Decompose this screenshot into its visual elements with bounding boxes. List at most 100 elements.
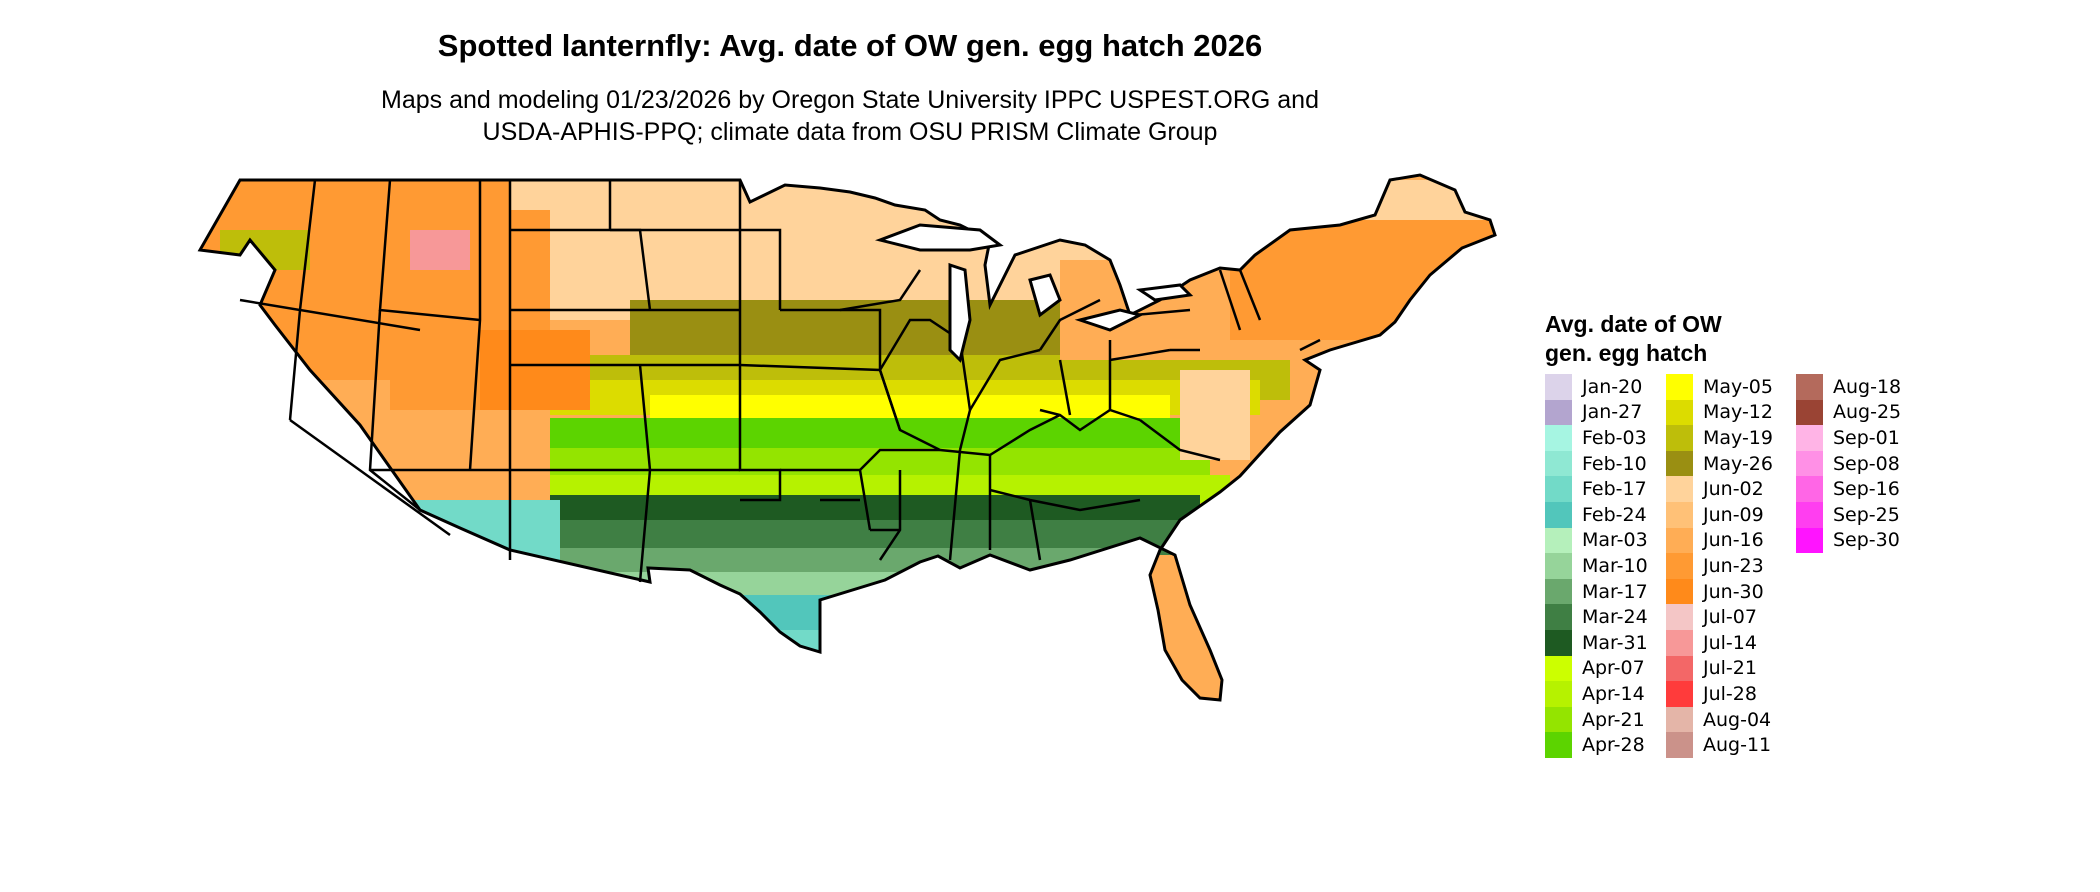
legend-label: Apr-28 (1582, 734, 1645, 757)
legend-item: Jun-16 (1666, 527, 1773, 554)
legend-label: Jan-27 (1582, 401, 1643, 424)
legend-item: Jun-02 (1666, 476, 1773, 502)
legend-item: Aug-11 (1666, 732, 1773, 758)
legend-swatch (1545, 425, 1572, 451)
legend-swatch (1545, 578, 1572, 605)
legend-item: Sep-01 (1796, 425, 1901, 451)
legend-swatch (1545, 399, 1572, 426)
legend-swatch (1796, 425, 1823, 451)
legend-swatch (1666, 706, 1693, 733)
legend-label: Sep-08 (1833, 452, 1900, 475)
legend-item: Feb-10 (1545, 450, 1648, 477)
legend-item: Jul-07 (1666, 604, 1773, 630)
legend-swatch (1666, 681, 1693, 707)
great-lakes (874, 223, 1194, 363)
legend-label: Mar-24 (1582, 606, 1648, 629)
legend-label: Jun-09 (1703, 503, 1764, 526)
legend-item: May-05 (1666, 374, 1773, 400)
legend-title-line-1: Avg. date of OW (1545, 311, 1722, 337)
legend-item: Aug-18 (1796, 374, 1901, 400)
legend-item: Mar-03 (1545, 527, 1648, 554)
state-borders (239, 179, 1321, 583)
legend-label: Feb-10 (1582, 452, 1647, 475)
legend-label: Apr-07 (1582, 657, 1645, 680)
legend-label: Feb-17 (1582, 478, 1647, 501)
legend-label: Mar-31 (1582, 631, 1648, 654)
legend-label: Jan-20 (1582, 375, 1643, 398)
legend-swatch (1545, 450, 1572, 477)
legend-swatch (1666, 501, 1693, 528)
legend-item: Sep-08 (1796, 450, 1901, 477)
legend-swatch (1666, 578, 1693, 605)
legend-item: Jan-20 (1545, 374, 1648, 400)
legend-item: Jul-28 (1666, 681, 1773, 707)
legend-label: Jun-30 (1703, 580, 1764, 603)
legend-item: Feb-03 (1545, 425, 1648, 451)
legend-item: Jul-14 (1666, 629, 1773, 656)
legend-item: Sep-25 (1796, 501, 1901, 528)
legend-label: Apr-21 (1582, 708, 1645, 731)
legend-label: Aug-18 (1833, 375, 1902, 398)
legend-swatch (1545, 527, 1572, 554)
legend-item: Mar-24 (1545, 604, 1648, 630)
legend-swatch (1666, 553, 1693, 579)
legend-item: Apr-28 (1545, 732, 1648, 758)
legend-label: Apr-14 (1582, 682, 1645, 705)
legend-label: Sep-16 (1833, 478, 1900, 501)
legend-item: Aug-25 (1796, 399, 1902, 426)
legend-label: Sep-25 (1833, 503, 1900, 526)
legend-label: Mar-10 (1582, 554, 1648, 577)
legend-label: Feb-03 (1582, 426, 1647, 449)
legend-label: Jul-14 (1703, 631, 1757, 654)
legend-swatch (1545, 604, 1572, 630)
legend-label: Jun-02 (1703, 478, 1764, 501)
legend-item: Jan-27 (1545, 399, 1648, 426)
legend-swatch (1545, 681, 1572, 707)
legend-label: May-05 (1703, 375, 1773, 398)
legend-label: Aug-25 (1833, 401, 1902, 424)
legend-swatch (1666, 425, 1693, 451)
legend-label: Feb-24 (1582, 503, 1647, 526)
legend-item: Apr-14 (1545, 681, 1648, 707)
legend-swatch (1666, 629, 1693, 656)
legend-label: Sep-01 (1833, 426, 1900, 449)
legend-swatch (1666, 374, 1693, 400)
legend-item: May-12 (1666, 399, 1773, 426)
legend-item: Apr-07 (1545, 655, 1648, 682)
legend-swatch (1545, 553, 1572, 579)
legend-swatch (1666, 399, 1693, 426)
legend-swatch (1666, 655, 1693, 682)
legend-label: Mar-03 (1582, 529, 1648, 552)
legend-swatch (1796, 399, 1823, 426)
legend-swatch (1666, 604, 1693, 630)
legend-label: May-26 (1703, 452, 1773, 475)
legend-item: Feb-24 (1545, 501, 1648, 528)
legend-swatch (1545, 655, 1572, 682)
legend-column-1: Jan-20 Jan-27 Feb-03 Feb-10 Feb-17 Feb-24 Mar-… (1545, 374, 1648, 758)
legend-item: May-19 (1666, 425, 1773, 451)
legend-item: Jun-23 (1666, 553, 1773, 579)
legend-item: Jun-30 (1666, 578, 1773, 605)
subtitle-line-2: USDA-APHIS-PPQ; climate data from OSU PR… (482, 118, 1218, 146)
legend-swatch (1796, 450, 1823, 477)
legend-swatch (1545, 476, 1572, 502)
legend-label: Jul-28 (1703, 682, 1757, 705)
legend-item: Mar-31 (1545, 629, 1648, 656)
legend-label: May-19 (1703, 426, 1773, 449)
legend-swatch (1666, 476, 1693, 502)
legend-item: Mar-17 (1545, 578, 1648, 605)
legend-item: Jul-21 (1666, 655, 1773, 682)
legend-item: Apr-21 (1545, 706, 1648, 733)
legend-title: Avg. date of OW gen. egg hatch (1545, 310, 1722, 368)
legend-swatch (1545, 374, 1572, 400)
legend-swatch (1796, 374, 1823, 400)
legend-column-2: May-05 May-12 May-19 May-26 Jun-02 Jun-09 Jun-… (1666, 374, 1773, 758)
legend-item: May-26 (1666, 450, 1773, 477)
legend-label: Aug-11 (1703, 734, 1772, 757)
legend-item: Jun-09 (1666, 501, 1773, 528)
legend-swatch (1545, 629, 1572, 656)
legend-swatch (1545, 706, 1572, 733)
legend-label: Jun-16 (1703, 529, 1764, 552)
legend-label: Aug-04 (1703, 708, 1772, 731)
legend-label: Mar-17 (1582, 580, 1648, 603)
